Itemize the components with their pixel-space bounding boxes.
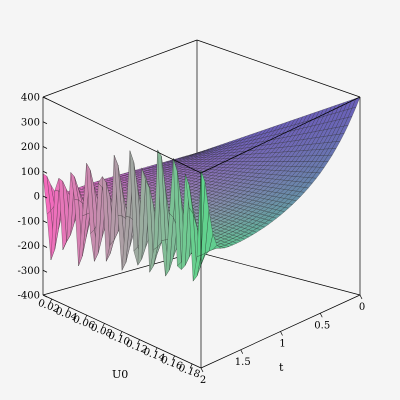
u0-tick-mark bbox=[67, 307, 70, 312]
z-axis-ticks: 400 300 200 100 0 -100 -200 -300 -400 bbox=[18, 93, 48, 302]
u0-tick-mark bbox=[189, 363, 193, 369]
u0-tick-mark bbox=[84, 315, 88, 320]
surface-mesh bbox=[42, 96, 361, 282]
z-tick-label: -200 bbox=[18, 241, 40, 252]
u0-tick-label: 0.18 bbox=[177, 363, 202, 381]
z-tick-label: -400 bbox=[18, 291, 40, 302]
u0-tick-mark bbox=[154, 347, 158, 352]
u0-tick-mark bbox=[137, 339, 140, 344]
t-axis-ticks: 0 0.5 1 1.5 2 bbox=[200, 294, 365, 386]
t-tick-label: 2 bbox=[200, 375, 206, 386]
z-tick-label: 100 bbox=[21, 167, 40, 178]
t-tick-label: 1.5 bbox=[235, 357, 251, 368]
t-axis-label: t bbox=[279, 361, 284, 374]
z-tick-label: 200 bbox=[21, 142, 40, 153]
u0-tick-mark bbox=[119, 331, 123, 336]
z-tick-label: 0 bbox=[34, 192, 40, 203]
box-edge bbox=[42, 96, 202, 174]
box-edge bbox=[42, 251, 198, 296]
z-tick-mark bbox=[42, 121, 48, 125]
z-tick-mark bbox=[42, 269, 48, 273]
t-tick-label: 0 bbox=[359, 302, 365, 313]
box-edge bbox=[200, 96, 361, 174]
t-tick-label: 1 bbox=[279, 339, 285, 350]
t-tick-mark bbox=[240, 349, 244, 354]
box-edge bbox=[196, 39, 361, 98]
z-tick-mark bbox=[42, 96, 48, 100]
z-tick-mark bbox=[42, 294, 48, 298]
z-tick-label: -100 bbox=[18, 216, 40, 227]
z-tick-mark bbox=[42, 195, 48, 199]
t-tick-mark bbox=[200, 367, 204, 373]
box-edge bbox=[196, 251, 361, 296]
t-tick-mark bbox=[359, 294, 363, 300]
z-tick-label: -300 bbox=[18, 266, 40, 277]
u0-axis-label: U0 bbox=[112, 368, 128, 381]
z-tick-mark bbox=[42, 220, 48, 224]
z-tick-label: 300 bbox=[21, 117, 40, 128]
u0-tick-mark bbox=[172, 355, 175, 360]
u0-tick-mark bbox=[49, 298, 53, 304]
z-tick-mark bbox=[42, 245, 48, 248]
t-tick-mark bbox=[319, 313, 323, 318]
t-tick-mark bbox=[280, 331, 283, 336]
t-tick-label: 0.5 bbox=[314, 320, 330, 331]
z-tick-mark bbox=[42, 146, 48, 149]
box-edge bbox=[42, 39, 198, 98]
z-tick-mark bbox=[42, 170, 48, 174]
u0-tick-mark bbox=[102, 323, 105, 328]
z-tick-label: 400 bbox=[21, 93, 40, 104]
